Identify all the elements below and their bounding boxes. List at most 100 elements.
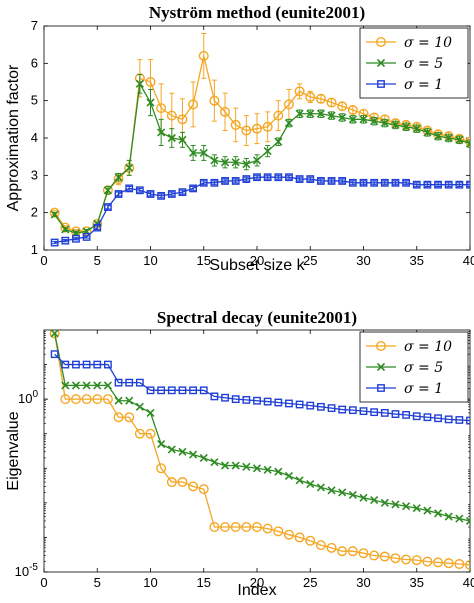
data-point-stroke-b xyxy=(327,111,336,120)
data-point xyxy=(61,236,70,245)
y-tick-base: 10 xyxy=(15,564,29,579)
data-point-stroke-b xyxy=(316,109,325,118)
data-point xyxy=(359,407,368,416)
data-point xyxy=(402,122,411,131)
data-point-stroke-b xyxy=(359,115,368,124)
data-point xyxy=(221,393,229,402)
data-point xyxy=(231,461,240,470)
series-line xyxy=(54,81,470,234)
legend-label: σ = 5 xyxy=(404,360,443,376)
data-point xyxy=(49,330,60,339)
x-tick-label: 35 xyxy=(410,575,424,590)
data-point xyxy=(337,546,348,557)
data-point xyxy=(305,535,316,546)
x-tick-label: 20 xyxy=(250,575,264,590)
data-point xyxy=(359,178,368,187)
series-line xyxy=(54,333,470,522)
legend-label: σ = 1 xyxy=(404,77,443,93)
data-point xyxy=(231,177,240,185)
data-point xyxy=(146,98,155,107)
data-point xyxy=(412,504,421,513)
data-point xyxy=(327,486,336,495)
data-point xyxy=(338,177,347,185)
data-point-stroke-b xyxy=(402,122,411,131)
data-point-stroke-b xyxy=(199,453,208,462)
data-point-stroke-b xyxy=(61,225,70,234)
data-point xyxy=(306,479,315,489)
legend-label: σ = 10 xyxy=(404,35,452,51)
data-point xyxy=(177,114,188,125)
x-tick-label: 0 xyxy=(40,575,47,590)
series-1 xyxy=(49,330,470,570)
data-point xyxy=(178,135,187,144)
x-tick-label: 5 xyxy=(94,253,101,268)
y-tick-label: 1 xyxy=(31,242,38,257)
chart-2: Spectral decay (eunite2001) 0 5 10 15 20 25 30 3… xyxy=(5,308,474,599)
x-tick-label: 40 xyxy=(463,253,474,268)
data-point xyxy=(283,529,294,540)
data-point xyxy=(317,402,325,411)
data-point xyxy=(359,493,368,502)
data-point xyxy=(50,350,59,359)
data-point-stroke-b xyxy=(274,137,283,146)
data-point xyxy=(146,190,155,198)
data-point xyxy=(391,178,400,187)
data-point xyxy=(380,119,389,128)
data-point xyxy=(348,490,357,499)
data-point xyxy=(337,101,348,112)
data-point xyxy=(274,467,283,476)
legend-marker xyxy=(377,80,385,88)
data-point xyxy=(348,115,357,124)
x-tick-label: 25 xyxy=(303,253,317,268)
y-tick-label: 100 xyxy=(18,389,38,406)
data-point xyxy=(347,546,358,557)
data-point xyxy=(50,238,59,247)
data-point xyxy=(157,440,166,449)
data-point-stroke-b xyxy=(220,461,230,470)
data-point-stroke-b xyxy=(338,488,347,497)
data-point xyxy=(103,381,112,390)
legend-marker-stroke-b xyxy=(376,58,386,68)
data-point xyxy=(455,180,464,189)
data-point xyxy=(60,394,71,405)
data-point xyxy=(274,137,283,146)
data-point-stroke-b xyxy=(146,408,155,417)
x-tick-label: 5 xyxy=(94,575,101,590)
data-point-stroke-b xyxy=(210,458,219,467)
data-point-stroke-b xyxy=(433,509,443,518)
data-point-stroke-b xyxy=(391,120,400,129)
data-point xyxy=(220,158,230,167)
data-point xyxy=(189,450,198,459)
chart-title: Spectral decay (eunite2001) xyxy=(157,308,357,327)
data-point-stroke-b xyxy=(231,158,240,167)
x-tick-label: 40 xyxy=(463,575,474,590)
legend-marker xyxy=(376,341,387,352)
series-3 xyxy=(50,350,470,425)
data-point xyxy=(306,175,315,183)
data-point xyxy=(210,392,219,401)
data-point xyxy=(252,464,262,473)
data-point-stroke-b xyxy=(189,450,198,459)
data-point xyxy=(444,133,453,143)
legend-label: σ = 5 xyxy=(404,56,443,72)
data-point xyxy=(434,414,442,423)
data-point xyxy=(135,402,144,411)
data-point xyxy=(443,558,454,569)
legend-marker xyxy=(376,37,387,48)
legend-label: σ = 1 xyxy=(404,381,443,397)
data-point xyxy=(338,405,347,414)
data-point xyxy=(402,502,411,511)
chart-title: Nyström method (eunite2001) xyxy=(149,3,365,22)
data-point xyxy=(253,396,261,405)
data-point xyxy=(390,553,401,564)
data-point-stroke-b xyxy=(295,476,304,485)
data-point-stroke-b xyxy=(135,402,144,411)
data-point xyxy=(209,95,220,106)
data-point xyxy=(61,381,70,390)
data-point-stroke-b xyxy=(423,128,432,137)
data-point xyxy=(199,386,208,395)
data-point xyxy=(242,175,251,183)
data-point xyxy=(412,412,421,421)
data-point xyxy=(167,386,176,395)
data-point-stroke-b xyxy=(263,147,272,156)
